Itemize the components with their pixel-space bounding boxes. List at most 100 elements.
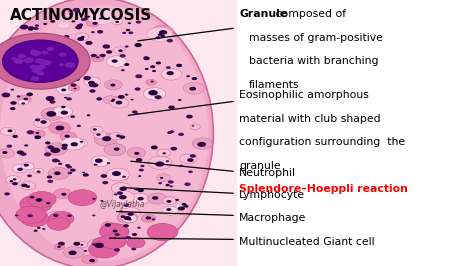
Circle shape (64, 135, 70, 138)
Text: bacteria with branching: bacteria with branching (249, 56, 378, 66)
Circle shape (112, 191, 135, 203)
Circle shape (91, 31, 95, 33)
Circle shape (178, 206, 185, 210)
Circle shape (134, 43, 142, 47)
Circle shape (0, 33, 90, 89)
Circle shape (46, 111, 56, 117)
Circle shape (140, 165, 145, 167)
Circle shape (91, 55, 104, 62)
Circle shape (62, 144, 68, 147)
Circle shape (71, 142, 78, 146)
Circle shape (46, 96, 55, 101)
Circle shape (68, 51, 74, 55)
Circle shape (111, 234, 122, 240)
Circle shape (179, 165, 183, 167)
Circle shape (45, 142, 50, 144)
Circle shape (91, 156, 110, 167)
Circle shape (123, 224, 129, 227)
Circle shape (132, 110, 137, 114)
Circle shape (158, 33, 163, 36)
Circle shape (67, 214, 72, 217)
Text: @Vijaylatha: @Vijaylatha (100, 201, 145, 210)
Circle shape (166, 66, 171, 69)
Circle shape (92, 237, 117, 251)
Circle shape (146, 79, 156, 85)
Circle shape (75, 26, 82, 29)
Circle shape (6, 176, 20, 184)
Circle shape (70, 169, 76, 172)
Circle shape (166, 208, 171, 211)
Circle shape (121, 203, 130, 209)
Circle shape (123, 186, 126, 188)
Circle shape (41, 51, 48, 55)
Circle shape (91, 83, 99, 88)
Circle shape (21, 184, 27, 187)
Circle shape (35, 59, 41, 63)
Circle shape (101, 222, 116, 230)
Circle shape (43, 60, 52, 65)
Circle shape (155, 161, 164, 167)
Circle shape (65, 62, 75, 68)
Circle shape (54, 189, 72, 199)
Circle shape (139, 169, 144, 172)
Circle shape (79, 23, 83, 26)
Circle shape (36, 71, 44, 76)
Circle shape (190, 124, 200, 130)
Circle shape (12, 182, 18, 185)
Circle shape (77, 24, 83, 27)
Circle shape (59, 52, 66, 57)
Circle shape (61, 65, 69, 69)
Circle shape (74, 139, 88, 147)
Circle shape (166, 200, 172, 203)
Circle shape (114, 193, 118, 196)
Circle shape (134, 188, 138, 190)
Circle shape (197, 142, 206, 147)
Circle shape (77, 125, 81, 127)
Circle shape (109, 132, 123, 140)
Circle shape (8, 63, 17, 68)
Circle shape (191, 77, 197, 80)
Circle shape (10, 89, 14, 91)
Circle shape (30, 196, 35, 199)
Circle shape (17, 37, 23, 40)
Circle shape (106, 50, 112, 54)
Circle shape (33, 27, 38, 30)
Circle shape (73, 88, 77, 89)
Circle shape (114, 47, 125, 53)
Circle shape (41, 107, 64, 120)
Circle shape (125, 236, 131, 239)
Circle shape (127, 238, 145, 248)
Circle shape (40, 60, 48, 65)
Circle shape (166, 39, 173, 43)
Circle shape (82, 54, 88, 57)
Circle shape (166, 71, 174, 75)
Circle shape (52, 159, 59, 163)
Circle shape (156, 61, 161, 64)
Circle shape (147, 223, 178, 241)
Circle shape (13, 74, 17, 76)
Circle shape (137, 227, 141, 229)
Circle shape (155, 32, 167, 39)
Circle shape (82, 255, 98, 264)
Circle shape (166, 160, 169, 162)
Circle shape (92, 198, 96, 200)
Circle shape (66, 58, 74, 63)
Circle shape (192, 138, 213, 149)
Circle shape (64, 247, 84, 258)
Text: filaments: filaments (249, 80, 300, 90)
Circle shape (144, 88, 166, 100)
Circle shape (13, 58, 23, 64)
Circle shape (128, 213, 134, 216)
Text: granule: granule (239, 161, 281, 171)
Circle shape (141, 214, 155, 222)
Circle shape (107, 56, 127, 67)
Circle shape (65, 164, 70, 167)
Circle shape (32, 65, 43, 72)
Circle shape (63, 45, 69, 48)
Circle shape (40, 120, 47, 124)
Circle shape (158, 182, 162, 184)
Circle shape (53, 106, 73, 117)
Circle shape (119, 195, 127, 200)
Circle shape (107, 227, 119, 234)
Circle shape (56, 84, 76, 94)
